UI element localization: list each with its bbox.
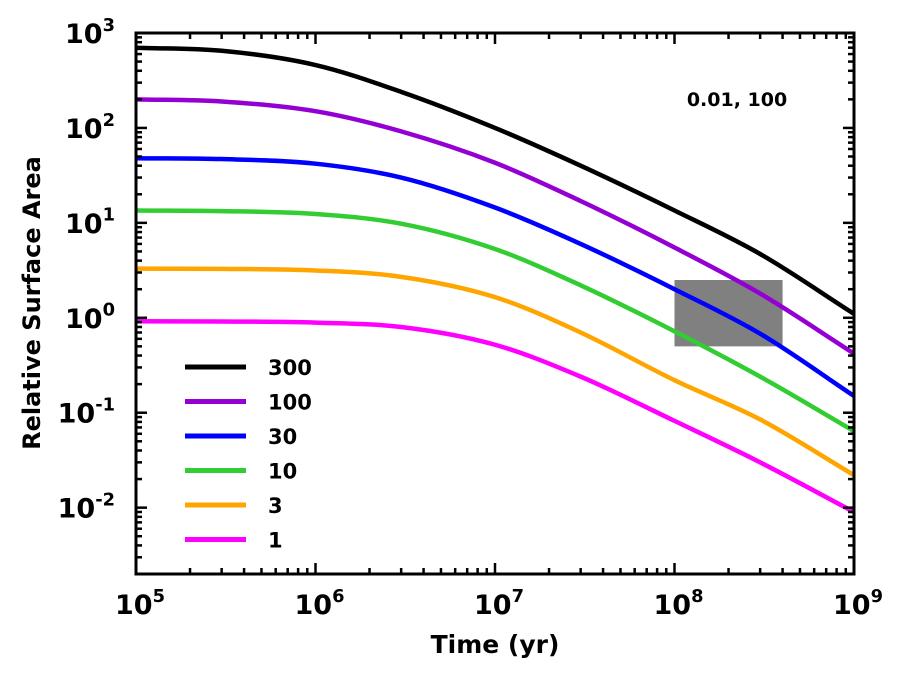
x-tick-label-exponent: 5 [153,586,165,607]
x-tick-label-base: 10 [115,590,153,621]
y-tick-label: 102 [65,110,115,145]
y-tick-label: 101 [65,205,115,240]
x-tick-label: 107 [474,586,524,621]
x-tick-label-exponent: 8 [691,586,703,607]
series-line-100 [135,97,856,356]
x-tick-label: 106 [295,586,345,621]
series-line-1 [135,318,856,514]
x-tick-label: 105 [115,586,165,621]
x-tick-label-base: 10 [474,590,512,621]
series-line-10 [135,208,856,434]
y-tick-label-base: 10 [58,494,96,525]
x-tick-label-base: 10 [833,590,871,621]
x-axis-label: Time (yr) [431,630,560,659]
y-tick-label-base: 10 [58,399,96,430]
x-tick-label-base: 10 [295,590,333,621]
y-tick-label-exponent: 1 [103,205,115,226]
y-tick-label: 100 [65,300,115,335]
y-tick-label-exponent: 2 [103,110,115,131]
x-tick-label-base: 10 [654,590,692,621]
y-tick-label: 103 [65,15,115,50]
series-line-30 [135,155,856,398]
x-tick-label: 109 [833,586,883,621]
y-tick-label-base: 10 [65,114,103,145]
x-tick-label: 108 [654,586,704,621]
legend-label-10: 10 [268,460,297,484]
x-tick-label-exponent: 9 [871,586,883,607]
legend-label-3: 3 [268,494,283,518]
y-tick-label-exponent: 3 [103,15,115,36]
y-tick-label-exponent: -2 [95,489,115,510]
legend-label-300: 300 [268,356,312,380]
y-tick-label-base: 10 [65,304,103,335]
legend-label-100: 100 [268,391,312,415]
x-tick-label-exponent: 6 [332,586,344,607]
y-tick-label: 10-1 [58,395,115,430]
y-tick-label-base: 10 [65,209,103,240]
x-tick-label-exponent: 7 [512,586,524,607]
y-axis-label: Relative Surface Area [18,156,46,450]
y-tick-label-exponent: 0 [103,300,115,321]
y-tick-label: 10-2 [58,489,115,524]
plot-frame [134,31,856,576]
chart-annotation: 0.01, 100 [687,89,787,111]
series-line-3 [135,266,856,478]
y-tick-label-exponent: -1 [95,395,115,416]
y-tick-label-base: 10 [65,19,103,50]
series-line-300 [135,45,856,316]
legend-label-1: 1 [268,529,283,553]
legend-label-30: 30 [268,425,297,449]
